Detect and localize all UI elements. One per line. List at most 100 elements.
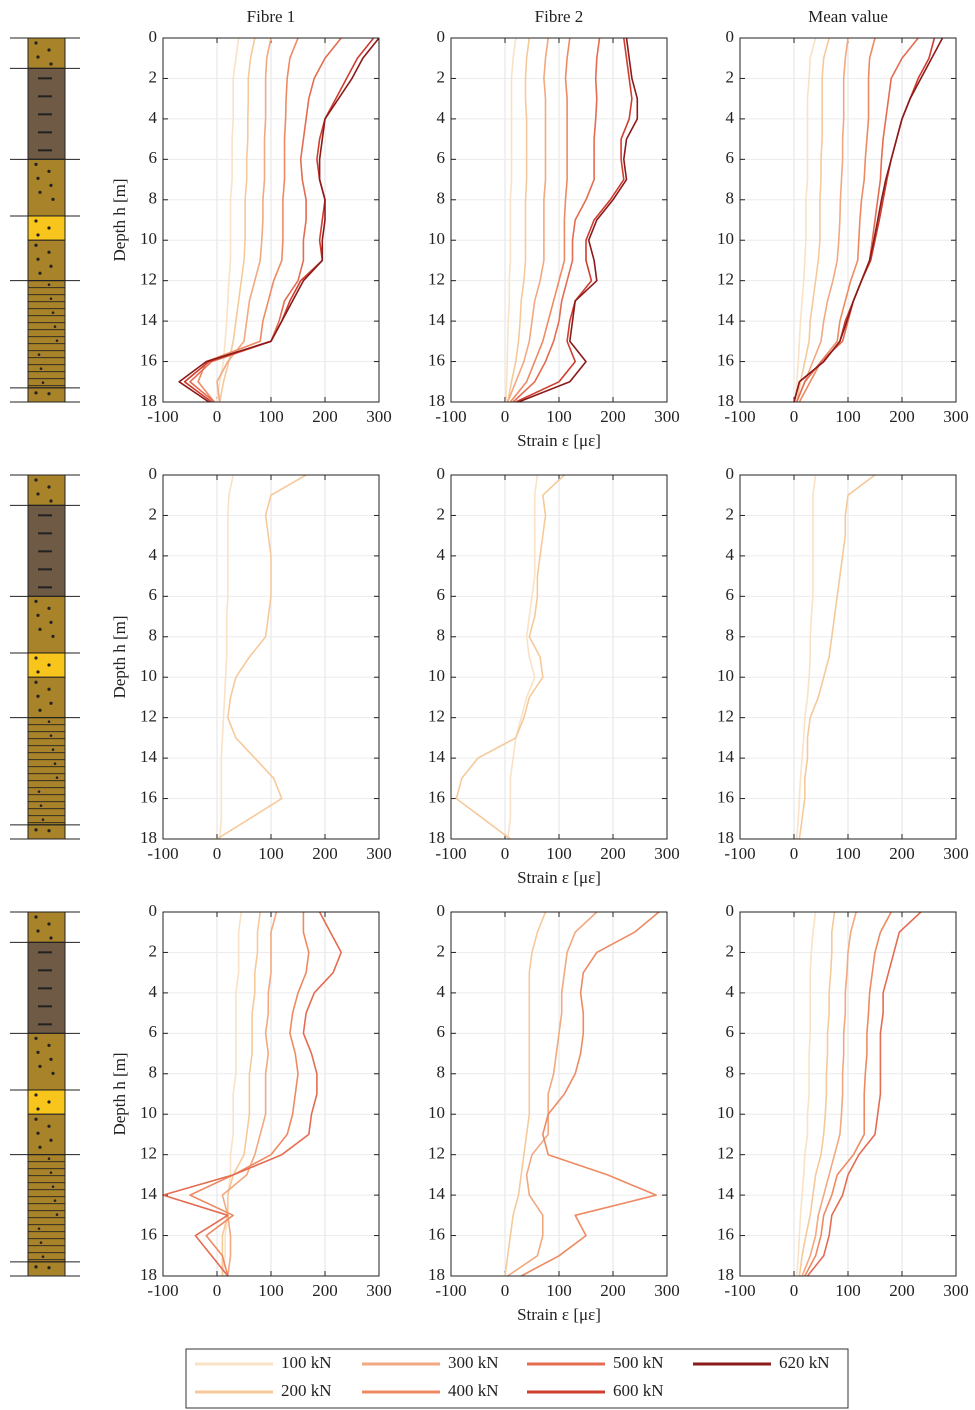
panel: -100 0 100 200 300 0 2 4 6 8 10 12 14 16 18 Fibre 2 Stra… [428,7,680,450]
soil-dot [55,1213,59,1216]
soil-dot [34,915,38,919]
soil-dot [38,190,42,194]
y-tick-label: 8 [149,626,158,645]
soil-layer [27,717,66,826]
soil-dot [47,485,51,489]
panel-title: Fibre 2 [535,7,584,26]
soil-dot [51,748,55,751]
y-tick-label: 16 [428,350,445,369]
y-axis-label: Depth h [m] [110,1052,129,1135]
soil-layer [27,387,66,403]
y-tick-label: 2 [726,67,735,86]
y-tick-label: 12 [428,707,445,726]
strain-line [795,37,830,403]
y-tick-label: 0 [149,901,158,920]
strain-line [512,37,601,403]
x-tick-label: 100 [835,1281,861,1300]
strain-line [455,474,565,840]
soil-dot [38,1064,42,1068]
y-tick-label: 12 [717,1144,734,1163]
x-tick-label: 200 [312,407,338,426]
x-axis-label: Strain ε [με] [517,1305,601,1324]
soil-dot [41,381,45,384]
soil-dot [38,708,42,712]
panel: -100 0 100 200 300 0 2 4 6 8 10 12 14 16 18 Strain ε [μ… [428,901,680,1324]
strain-line [504,911,547,1277]
legend-label: 620 kN [779,1353,830,1372]
x-tick-label: -100 [147,1281,178,1300]
strain-line [506,37,531,403]
x-axis-label: Strain ε [με] [517,431,601,450]
soil-layer [27,1113,66,1156]
soil-dot [51,1071,55,1075]
x-tick-label: 0 [501,1281,510,1300]
y-tick-label: 18 [717,1265,734,1284]
y-tick-label: 10 [428,229,445,248]
plot-frame [162,37,380,403]
x-tick-label: 100 [258,844,284,863]
y-tick-label: 12 [140,1144,157,1163]
y-tick-label: 14 [140,310,158,329]
soil-dot [34,219,38,223]
x-tick-label: 0 [790,844,799,863]
y-tick-label: 16 [717,350,734,369]
soil-layer [27,215,66,241]
y-tick-label: 6 [726,1022,735,1041]
soil-dot [53,762,57,765]
y-tick-label: 0 [149,27,158,46]
soil-dot [49,1138,53,1142]
soil-layer [27,239,66,282]
x-tick-label: 300 [366,1281,392,1300]
soil-dot [36,1050,40,1054]
soil-dot [49,1057,53,1061]
y-tick-label: 6 [437,585,446,604]
y-tick-label: 14 [428,1184,446,1203]
strain-line [518,37,639,403]
soil-dot [49,499,53,503]
x-tick-label: 200 [600,407,626,426]
y-axis-label: Depth h [m] [110,615,129,698]
x-tick-label: 0 [790,407,799,426]
y-tick-label: 12 [717,707,734,726]
soil-dot [36,176,40,180]
x-tick-label: 100 [258,407,284,426]
y-tick-label: 8 [149,1063,158,1082]
soil-dot [34,680,38,684]
soil-dot [47,687,51,691]
x-tick-label: -100 [724,1281,755,1300]
y-tick-label: 0 [726,901,735,920]
soil-dot [34,1117,38,1121]
strain-line [216,37,272,403]
soil-layer [27,158,66,217]
soil-layer [27,595,66,654]
soil-dot [36,55,40,59]
soil-dot [53,325,57,328]
y-tick-label: 4 [726,108,735,127]
y-tick-label: 6 [726,148,735,167]
soil-dot [49,1171,53,1174]
y-tick-label: 18 [140,1265,157,1284]
plot-frame [739,911,957,1277]
panel: -100 0 100 200 300 0 2 4 6 8 10 12 14 16 18 Depth h [m] [110,901,392,1300]
soil-dot [49,264,53,268]
strain-line [183,37,375,403]
x-tick-label: -100 [724,844,755,863]
y-tick-label: 18 [140,391,157,410]
x-tick-label: 300 [366,407,392,426]
soil-layer [27,474,66,506]
x-tick-label: 300 [654,407,680,426]
panel-title: Mean value [808,7,888,26]
y-tick-label: 18 [428,828,445,847]
soil-dot [47,720,51,723]
soil-layer [27,1089,66,1115]
strain-line [218,37,256,403]
plot-frame [739,474,957,840]
x-tick-label: -100 [435,1281,466,1300]
y-tick-label: 6 [437,1022,446,1041]
y-tick-label: 4 [726,982,735,1001]
soil-dot [49,936,53,940]
y-tick-label: 14 [140,747,158,766]
x-tick-label: 100 [546,1281,572,1300]
y-tick-label: 12 [140,270,157,289]
soil-dot [41,818,45,821]
